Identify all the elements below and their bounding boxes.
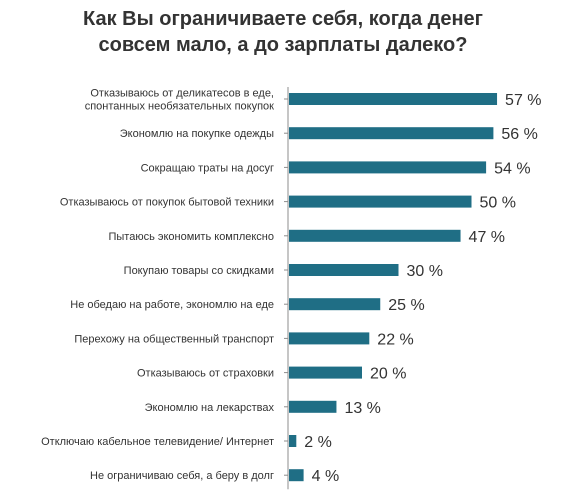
bar-6 [289, 264, 399, 276]
value-label: 13 % [344, 400, 380, 417]
value-label: 30 % [407, 263, 443, 280]
category-label: Перехожу на общественный транспорт [74, 333, 274, 345]
chart-title-line-1: Как Вы ограничиваете себя, когда денег [83, 8, 483, 30]
chart-title-line-2: совсем мало, а до зарплаты далеко? [98, 34, 468, 56]
category-label: Отказываюсь от деликатесов в еде, [90, 88, 274, 100]
bar-1 [289, 93, 498, 105]
bar-10 [289, 400, 337, 413]
value-label: 54 % [494, 160, 530, 177]
value-label: 50 % [480, 195, 516, 212]
bar-2 [289, 127, 494, 140]
value-label: 25 % [388, 297, 424, 314]
bar-8 [289, 332, 370, 345]
category-label: Покупаю товары со скидками [124, 265, 274, 277]
value-label: 2 % [304, 434, 332, 451]
bar-4 [289, 195, 472, 208]
value-label: 56 % [501, 126, 537, 143]
value-label: 22 % [377, 331, 413, 348]
value-label: 4 % [312, 468, 340, 485]
category-label: Экономлю на покупке одежды [120, 128, 274, 140]
chart-title: Как Вы ограничиваете себя, когда денег с… [0, 6, 566, 58]
category-label: Не ограничиваю себя, а беру в долг [90, 470, 274, 482]
value-label: 20 % [370, 366, 406, 383]
bar-7 [289, 298, 381, 311]
category-label: Отказываюсь от покупок бытовой техники [60, 197, 274, 209]
bar-12 [289, 469, 304, 482]
category-label: Пытаюсь экономить комплексно [108, 231, 274, 243]
bar-11 [289, 435, 297, 447]
category-label: Отказываюсь от страховки [137, 368, 274, 380]
category-label: Экономлю на лекарствах [145, 402, 275, 414]
value-label: 57 % [505, 92, 541, 109]
bar-9 [289, 366, 362, 379]
bar-5 [289, 229, 461, 242]
value-label: 47 % [469, 229, 505, 246]
category-label: спонтанных необязательных покупок [85, 101, 274, 113]
category-label: Отключаю кабельное телевидение/ Интернет [41, 436, 274, 448]
category-label: Не обедаю на работе, экономлю на еде [70, 299, 274, 311]
bar-3 [289, 161, 487, 174]
category-label: Сокращаю траты на досуг [141, 162, 274, 174]
